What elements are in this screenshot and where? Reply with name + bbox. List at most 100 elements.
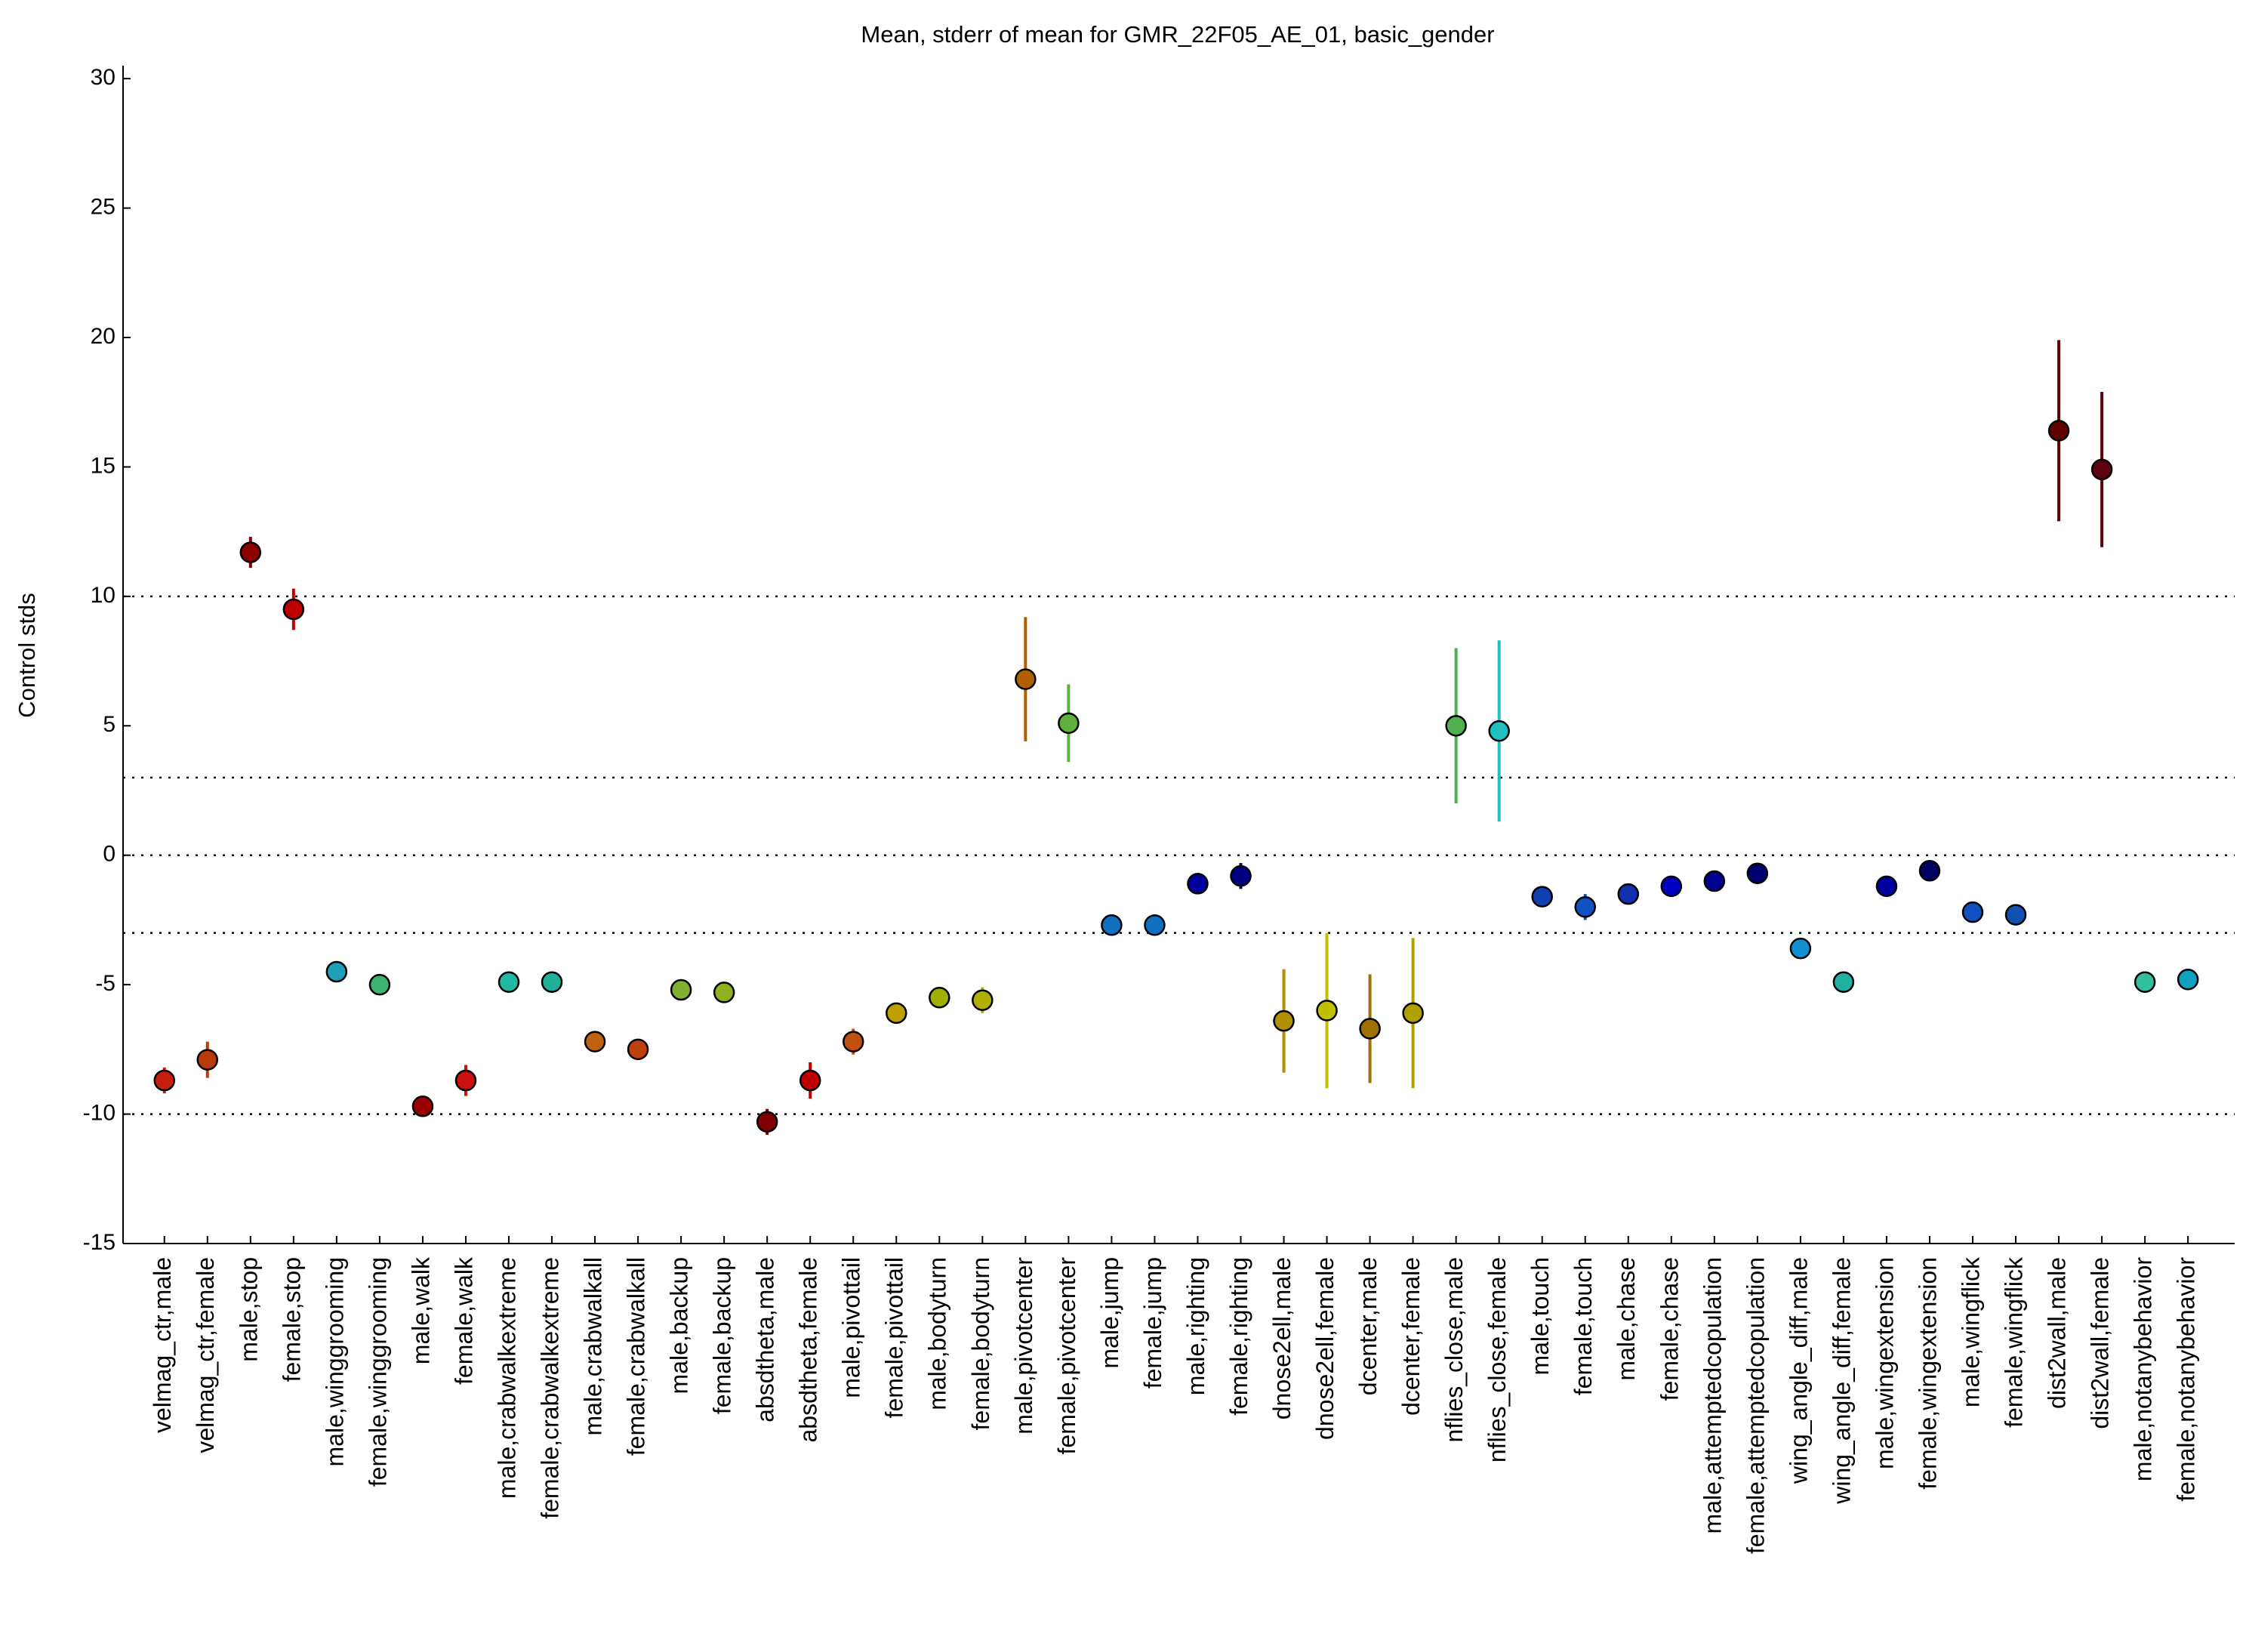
x-tick-label: female,notanybehavior — [2173, 1257, 2200, 1502]
mean-marker — [454, 1069, 477, 1092]
y-tick-label: -10 — [83, 1100, 116, 1125]
x-tick-label: male,backup — [666, 1257, 693, 1394]
x-tick-label: dcenter,female — [1397, 1257, 1425, 1416]
x-tick-label: female,crabwalkall — [623, 1257, 650, 1456]
x-tick-label: velmag_ctr,male — [149, 1257, 176, 1433]
x-tick-label: male,jump — [1096, 1257, 1123, 1369]
mean-marker — [1832, 971, 1855, 993]
x-tick-label: female,attemptedcopulation — [1742, 1257, 1769, 1554]
y-tick-label: 0 — [103, 842, 116, 867]
mean-marker — [1574, 896, 1596, 918]
x-tick-label: wing_angle_diff,female — [1828, 1257, 1855, 1505]
mean-marker — [1273, 1009, 1295, 1032]
mean-marker — [1875, 875, 1898, 898]
mean-marker — [1402, 1002, 1424, 1025]
mean-marker — [756, 1111, 778, 1133]
mean-marker — [196, 1049, 219, 1071]
y-axis-label: Control stds — [14, 593, 40, 717]
mean-marker — [627, 1038, 649, 1061]
mean-marker — [1531, 886, 1553, 908]
mean-marker — [1789, 937, 1812, 960]
x-tick-label: male,stop — [235, 1257, 262, 1362]
x-tick-label: female,righting — [1225, 1257, 1252, 1416]
x-tick-label: male,pivotcenter — [1010, 1257, 1037, 1435]
x-tick-label: dist2wall,female — [2087, 1257, 2114, 1429]
mean-marker — [929, 987, 950, 1009]
mean-marker — [1144, 914, 1166, 936]
mean-marker — [2177, 969, 2199, 991]
x-tick-label: female,pivotcenter — [1053, 1257, 1080, 1455]
x-tick-label: nflies_close,female — [1483, 1257, 1511, 1462]
y-tick-label: 15 — [91, 453, 116, 478]
x-tick-label: male,wingextension — [1871, 1257, 1898, 1469]
x-tick-label: female,wingextension — [1914, 1257, 1941, 1490]
mean-marker — [541, 971, 563, 993]
x-tick-label: absdtheta,male — [752, 1257, 779, 1422]
mean-marker — [1746, 862, 1769, 884]
mean-marker — [1101, 914, 1123, 936]
mean-marker — [2090, 458, 2113, 481]
x-tick-label: dcenter,male — [1354, 1257, 1382, 1395]
mean-marker — [1703, 870, 1726, 892]
x-tick-label: male,bodyturn — [924, 1257, 951, 1410]
x-tick-label: nflies_close,male — [1440, 1257, 1468, 1442]
x-tick-label: male,notanybehavior — [2130, 1257, 2157, 1481]
mean-marker — [1961, 901, 1984, 923]
mean-marker — [1918, 860, 1941, 882]
mean-marker — [1316, 1000, 1338, 1022]
x-tick-label: male,crabwalkextreme — [493, 1257, 520, 1499]
mean-marker — [972, 989, 994, 1011]
mean-marker — [153, 1069, 175, 1092]
x-tick-label: female,wingflick — [2000, 1256, 2027, 1428]
x-tick-label: female,backup — [709, 1257, 736, 1414]
mean-marker — [411, 1096, 434, 1117]
y-tick-label: -15 — [83, 1230, 116, 1255]
mean-marker — [239, 541, 262, 563]
x-tick-label: male,chase — [1613, 1257, 1640, 1381]
mean-marker — [1058, 712, 1080, 735]
mean-marker — [1187, 873, 1209, 895]
mean-marker — [2134, 971, 2156, 993]
mean-marker — [886, 1002, 907, 1025]
mean-marker — [368, 973, 391, 996]
mean-marker — [2004, 904, 2027, 926]
mean-marker — [799, 1069, 821, 1092]
x-tick-label: male,winggrooming — [321, 1257, 348, 1466]
mean-marker — [584, 1031, 606, 1053]
y-tick-label: 25 — [91, 194, 116, 219]
chart-title: Mean, stderr of mean for GMR_22F05_AE_01… — [861, 21, 1494, 48]
x-tick-label: female,walk — [450, 1256, 477, 1385]
mean-marker — [670, 979, 692, 1001]
mean-marker — [1617, 883, 1640, 905]
x-tick-label: female,bodyturn — [967, 1257, 994, 1430]
y-tick-label: 20 — [91, 324, 116, 349]
x-tick-label: female,touch — [1570, 1257, 1597, 1395]
mean-marker — [842, 1031, 864, 1053]
x-tick-label: absdtheta,female — [795, 1257, 822, 1443]
y-tick-label: 10 — [91, 583, 116, 608]
mean-marker — [282, 598, 305, 621]
mean-marker — [1359, 1018, 1381, 1040]
x-tick-label: male,attemptedcopulation — [1699, 1257, 1726, 1533]
x-tick-label: velmag_ctr,female — [192, 1257, 219, 1453]
mean-marker — [713, 982, 735, 1003]
x-tick-label: male,wingflick — [1957, 1256, 1984, 1407]
mean-marker — [1445, 715, 1467, 737]
x-tick-label: female,chase — [1656, 1257, 1683, 1401]
mean-marker — [2047, 420, 2070, 442]
x-tick-label: male,righting — [1182, 1257, 1209, 1395]
y-tick-label: 30 — [91, 65, 116, 90]
x-tick-label: male,walk — [407, 1256, 434, 1364]
y-tick-label: -5 — [95, 971, 116, 996]
x-tick-label: male,pivottail — [838, 1257, 865, 1398]
x-tick-label: dnose2ell,male — [1268, 1257, 1296, 1419]
x-tick-label: female,crabwalkextreme — [536, 1257, 563, 1519]
mean-marker — [498, 971, 520, 993]
mean-marker — [1015, 668, 1037, 690]
mean-marker — [325, 960, 348, 983]
x-tick-label: female,pivottail — [881, 1257, 908, 1418]
mean-marker — [1488, 720, 1510, 742]
x-tick-label: female,jump — [1139, 1257, 1166, 1388]
x-tick-label: male,crabwalkall — [580, 1257, 607, 1436]
